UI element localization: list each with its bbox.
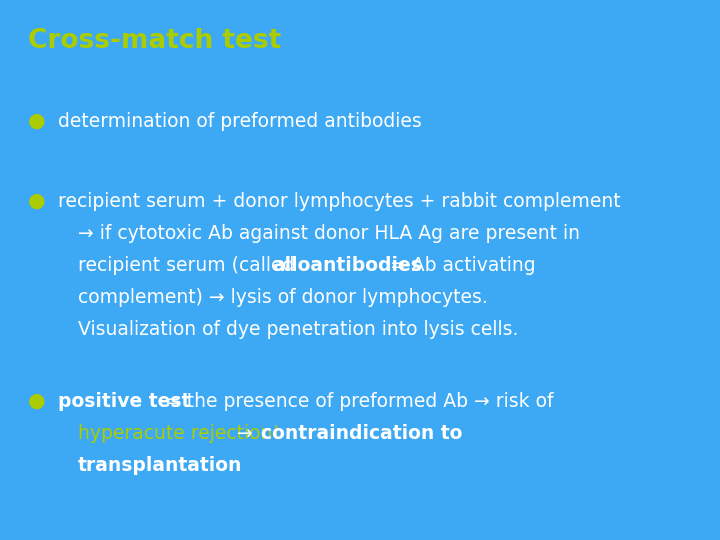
Text: complement) → lysis of donor lymphocytes.: complement) → lysis of donor lymphocytes… <box>78 288 487 307</box>
Text: determination of preformed antibodies: determination of preformed antibodies <box>58 112 422 131</box>
Text: alloantibodies: alloantibodies <box>272 256 422 275</box>
Text: = Ab activating: = Ab activating <box>384 256 536 275</box>
Text: ●: ● <box>28 392 45 411</box>
Text: → if cytotoxic Ab against donor HLA Ag are present in: → if cytotoxic Ab against donor HLA Ag a… <box>78 224 580 243</box>
Text: ●: ● <box>28 192 45 211</box>
Text: Cross-match test: Cross-match test <box>28 28 282 54</box>
Text: hyperacute rejection!: hyperacute rejection! <box>78 424 280 443</box>
Text: recipient serum (called: recipient serum (called <box>78 256 300 275</box>
Text: recipient serum + donor lymphocytes + rabbit complement: recipient serum + donor lymphocytes + ra… <box>58 192 621 211</box>
Text: ●: ● <box>28 112 45 131</box>
Text: Visualization of dye penetration into lysis cells.: Visualization of dye penetration into ly… <box>78 320 518 339</box>
Text: transplantation: transplantation <box>78 456 243 475</box>
Text: contraindication to: contraindication to <box>261 424 462 443</box>
Text: positive test: positive test <box>58 392 190 411</box>
Text: = the presence of preformed Ab → risk of: = the presence of preformed Ab → risk of <box>159 392 554 411</box>
Text: →: → <box>231 424 258 443</box>
